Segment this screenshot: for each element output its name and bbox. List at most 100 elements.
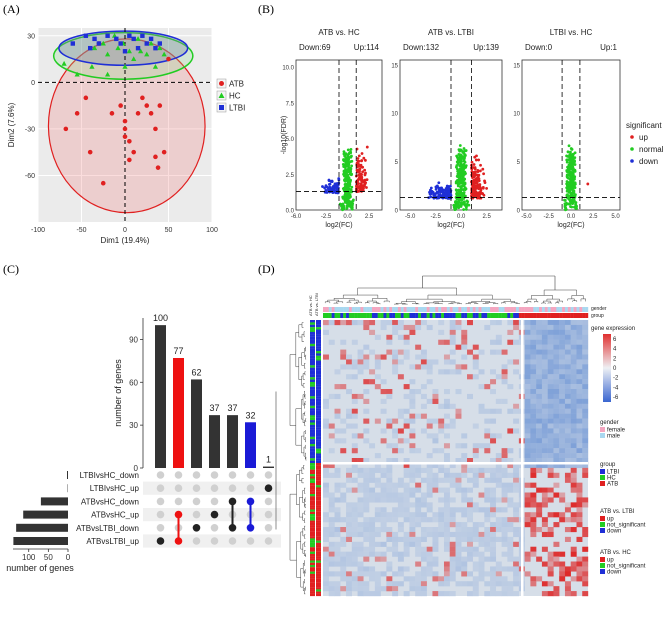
heatmap-side-cell-atb-vs-hc <box>310 441 315 445</box>
heatmap-cell <box>323 462 329 469</box>
volcano-point-normal <box>348 193 352 197</box>
heatmap-cell <box>541 364 548 370</box>
heatmap-side-cell-atb-vs-ltbi <box>316 576 321 579</box>
heatmap-side-cell-atb-vs-ltbi <box>316 401 321 404</box>
pca-point-hc <box>61 60 67 66</box>
heatmap-cell <box>397 581 404 587</box>
heatmap-cell <box>530 398 537 404</box>
volcano-point-normal <box>343 187 347 191</box>
heatmap-cell <box>420 364 427 370</box>
pca-point-hc <box>89 64 95 69</box>
heatmap-cell <box>472 374 479 380</box>
volcano-point-normal <box>568 155 572 159</box>
heatmap-cell <box>392 507 399 513</box>
upset-matrix-dot <box>264 471 273 479</box>
heatmap-gender-cell <box>510 307 514 312</box>
volcano-legend-swatch-up <box>630 135 634 139</box>
heatmap-cell <box>328 531 335 538</box>
heatmap-cell <box>392 531 399 538</box>
heatmap-cell <box>564 527 571 533</box>
volcano-point-down <box>439 189 443 192</box>
heatmap-cell <box>484 527 491 533</box>
heatmap-cell <box>415 576 422 582</box>
heatmap-cell <box>357 546 364 552</box>
heatmap-cell <box>524 329 531 335</box>
heatmap-cell <box>507 591 514 597</box>
volcano-point-down <box>434 187 438 191</box>
heatmap-cell <box>443 531 450 538</box>
heatmap-side-cell-atb-vs-ltbi <box>316 562 321 566</box>
heatmap-cell <box>438 448 445 454</box>
heatmap-cell <box>582 458 589 464</box>
volcano-legend-swatch-normal <box>630 147 634 151</box>
heatmap-cell <box>524 320 531 326</box>
heatmap-side-cell-atb-vs-hc <box>310 587 315 590</box>
heatmap-side-cell-atb-vs-ltbi <box>316 417 321 421</box>
volcano-point-normal <box>572 191 576 194</box>
heatmap-cell <box>507 551 514 557</box>
heatmap-cell <box>455 408 462 414</box>
heatmap-cell <box>386 482 393 488</box>
heatmap-cell <box>328 591 335 597</box>
heatmap-cell <box>564 591 571 597</box>
heatmap-cell <box>547 492 554 498</box>
heatmap-cell <box>541 502 548 508</box>
heatmap-side-cell-atb-vs-hc <box>310 372 315 375</box>
volcano-point-down <box>334 191 338 195</box>
heatmap-cell <box>576 433 583 439</box>
heatmap-side-cell-atb-vs-ltbi <box>316 487 321 490</box>
heatmap-cell <box>374 586 381 592</box>
heatmap-cell <box>467 349 473 355</box>
heatmap-cell <box>346 536 353 542</box>
heatmap-cell <box>420 566 427 572</box>
heatmap-cell <box>386 566 393 572</box>
heatmap-annotation-title: ATB vs. HC <box>600 550 632 556</box>
heatmap-cell <box>570 324 577 331</box>
heatmap-cell <box>432 591 439 597</box>
heatmap-cell <box>536 507 543 513</box>
heatmap-cell <box>484 448 491 454</box>
panel-label-a: (A) <box>3 2 20 16</box>
heatmap-cell <box>328 527 335 533</box>
heatmap-gender-cell <box>553 307 557 312</box>
heatmap-cell <box>524 393 531 400</box>
heatmap-gender-cell <box>556 307 560 312</box>
heatmap-cell <box>415 320 422 326</box>
heatmap-cell <box>553 324 560 331</box>
heatmap-side-cell-atb-vs-hc <box>310 353 315 356</box>
heatmap-cell <box>507 522 514 528</box>
heatmap-cell <box>461 462 468 469</box>
heatmap-cell <box>340 492 347 498</box>
heatmap-cell <box>369 517 376 523</box>
heatmap-cell <box>570 344 577 350</box>
heatmap-cell <box>380 320 387 326</box>
heatmap-cell <box>564 443 571 449</box>
heatmap-cell <box>397 408 404 414</box>
heatmap-side-cell-atb-vs-ltbi <box>316 545 321 548</box>
heatmap-cell <box>513 428 520 434</box>
heatmap-side-cell-atb-vs-hc <box>310 327 315 330</box>
heatmap-cell <box>553 344 560 350</box>
heatmap-cell <box>559 403 566 409</box>
heatmap-cell <box>547 497 554 503</box>
heatmap-side-cell-atb-vs-hc <box>310 591 315 594</box>
heatmap-group-cell <box>377 313 381 318</box>
heatmap-annotation-label: LTBI <box>607 470 620 476</box>
heatmap-cell <box>380 556 387 562</box>
heatmap-group-cell <box>446 313 450 318</box>
heatmap-cell <box>472 477 479 483</box>
pca-point-atb <box>122 134 128 139</box>
heatmap-annotation-swatch <box>600 433 605 438</box>
volcano-x-tick-label: -6.0 <box>291 214 302 220</box>
heatmap-cell <box>536 374 543 380</box>
heatmap-gender-cell <box>464 307 468 312</box>
heatmap-cell <box>536 344 543 350</box>
pca-point-ltbi <box>70 41 75 46</box>
heatmap-cell <box>490 556 497 562</box>
volcano-point-up <box>470 170 474 174</box>
heatmap-cell <box>357 571 364 577</box>
heatmap-cell <box>403 384 410 390</box>
heatmap-cell <box>530 374 537 380</box>
heatmap-gender-cell <box>380 307 384 312</box>
volcano-x-tick-label: 5.0 <box>611 214 620 220</box>
